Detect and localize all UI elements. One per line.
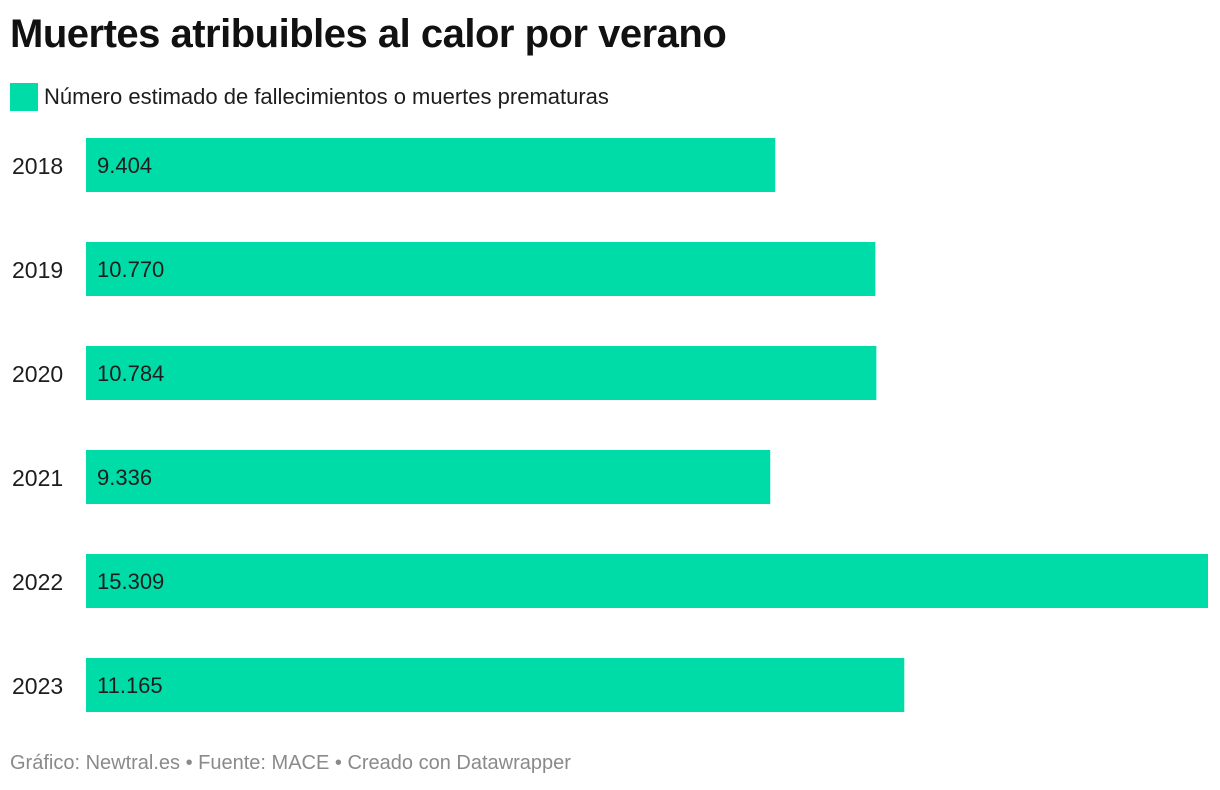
bar (86, 450, 771, 504)
bar (86, 554, 1208, 608)
value-label: 15.309 (97, 569, 164, 594)
footer-credits: Gráfico: Newtral.es • Fuente: MACE • Cre… (10, 752, 571, 774)
legend: Número estimado de fallecimientos o muer… (10, 82, 609, 112)
bar (86, 242, 876, 296)
chart-title: Muertes atribuibles al calor por verano (10, 12, 727, 56)
category-label: 2022 (12, 569, 63, 595)
legend-label: Número estimado de fallecimientos o muer… (44, 84, 609, 109)
value-label: 9.336 (97, 465, 152, 490)
bar (86, 138, 776, 192)
category-label: 2020 (12, 361, 63, 387)
value-label: 11.165 (97, 673, 163, 698)
category-label: 2023 (12, 673, 63, 699)
category-label: 2018 (12, 153, 63, 179)
bar (86, 346, 877, 400)
bar (86, 658, 905, 712)
value-label: 9.404 (97, 153, 152, 178)
value-label: 10.770 (97, 257, 164, 282)
category-label: 2021 (12, 465, 63, 491)
category-label: 2019 (12, 257, 63, 283)
value-label: 10.784 (97, 361, 164, 386)
legend-swatch (10, 83, 38, 111)
